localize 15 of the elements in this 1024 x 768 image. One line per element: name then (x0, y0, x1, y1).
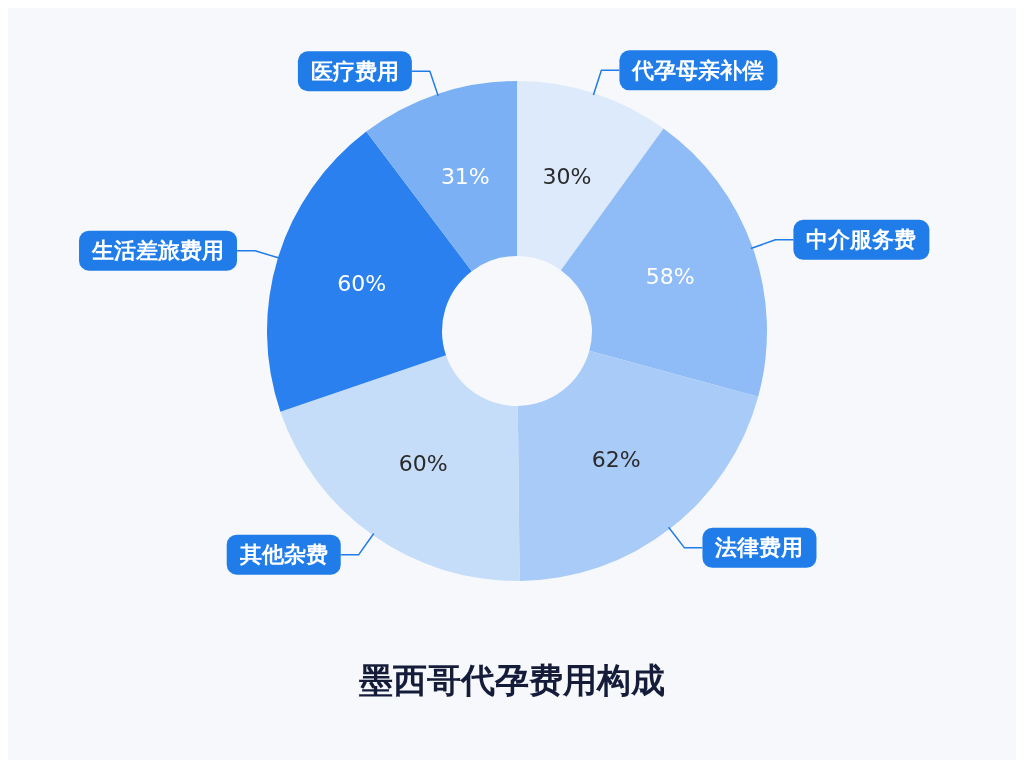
donut-slice (366, 81, 517, 272)
data-label: 30% (542, 163, 592, 189)
data-label: 60% (337, 270, 387, 296)
text: 墨西哥代孕费用构成 (358, 659, 666, 702)
slice-label: 法律费用 (714, 535, 804, 561)
data-label: 62% (591, 447, 641, 473)
slice-label: 医疗费用 (310, 58, 399, 84)
data-label: 31% (440, 164, 490, 190)
slice-label: 代孕母亲补偿 (631, 57, 765, 83)
data-label: 58% (645, 264, 695, 290)
slice-label: 其他杂费 (238, 542, 328, 568)
data-label: 60% (398, 451, 448, 477)
slice-label: 中介服务费 (806, 227, 917, 253)
slice-label: 生活差旅费用 (91, 238, 225, 264)
donut-slice (517, 350, 759, 581)
